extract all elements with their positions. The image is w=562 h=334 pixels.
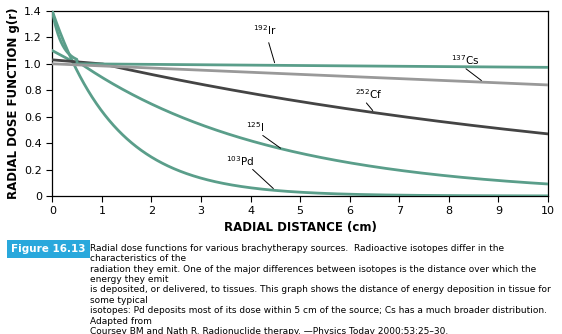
Text: $^{252}$Cf: $^{252}$Cf [355, 88, 382, 102]
Text: $^{103}$Pd: $^{103}$Pd [226, 154, 254, 168]
Text: $^{137}$Cs: $^{137}$Cs [451, 53, 480, 67]
Y-axis label: RADIAL DOSE FUNCTION g(r): RADIAL DOSE FUNCTION g(r) [7, 8, 20, 199]
Text: $^{192}$Ir: $^{192}$Ir [253, 24, 277, 37]
Text: Radial dose functions for various brachytherapy sources.  Radioactive isotopes d: Radial dose functions for various brachy… [90, 244, 551, 334]
X-axis label: RADIAL DISTANCE (cm): RADIAL DISTANCE (cm) [224, 220, 377, 233]
Text: $^{125}$I: $^{125}$I [246, 120, 264, 134]
Text: Figure 16.13: Figure 16.13 [11, 244, 86, 254]
